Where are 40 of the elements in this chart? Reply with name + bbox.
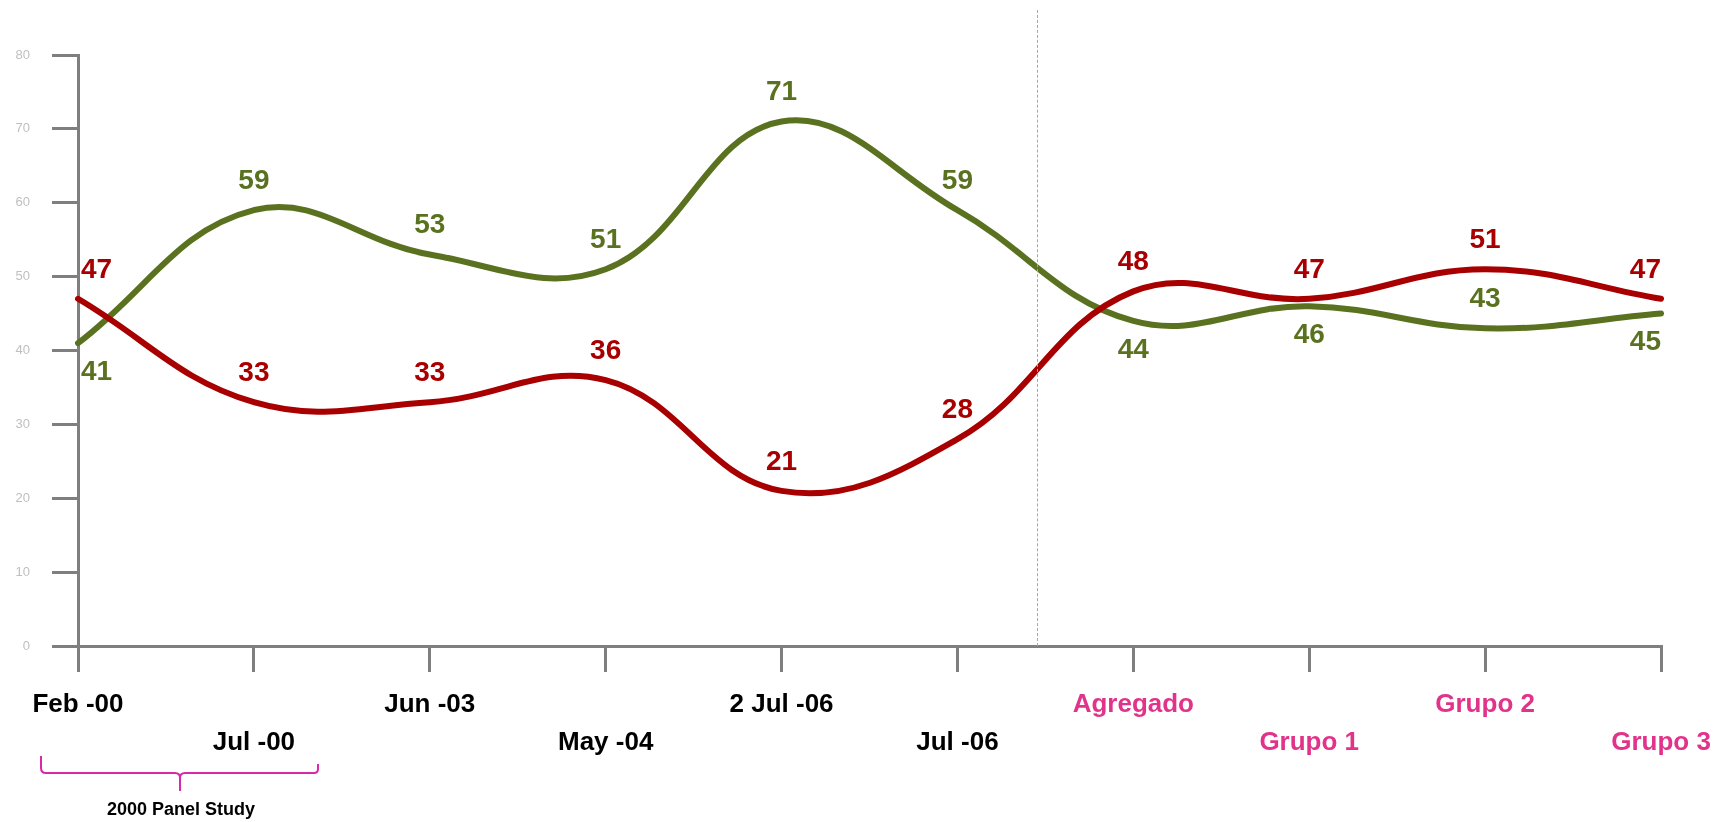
x-tick-label: Jul -00 — [212, 726, 296, 757]
x-tick-label: 2 Jul -06 — [729, 688, 834, 719]
y-tick-label: 50 — [15, 268, 30, 284]
data-label: 47 — [81, 252, 113, 284]
data-label: 43 — [1469, 282, 1501, 314]
text: 2000 Panel Study — [105, 799, 257, 819]
y-tick-label: 0 — [22, 637, 30, 653]
data-label: 47 — [1293, 252, 1325, 284]
y-tick-label: 80 — [15, 46, 30, 62]
data-label: 41 — [81, 354, 113, 386]
data-label: 51 — [590, 222, 622, 254]
x-tick-label: Jun -03 — [384, 688, 476, 719]
x-tick-label: Agregado — [1072, 688, 1195, 719]
data-label: 28 — [941, 392, 974, 424]
x-tick-label: Grupo 2 — [1435, 688, 1535, 719]
data-label: 44 — [1117, 332, 1150, 364]
y-tick-label: 60 — [15, 194, 30, 210]
x-tick-label: Jul -06 — [916, 726, 999, 757]
y-tick-label: 10 — [15, 563, 30, 579]
x-tick-label: Feb -00 — [32, 688, 124, 719]
y-tick-label: 20 — [15, 489, 30, 505]
data-label: 21 — [765, 444, 798, 476]
data-label: 53 — [414, 208, 446, 240]
data-label: 59 — [941, 163, 974, 195]
x-tick-label: Grupo 3 — [1611, 726, 1711, 757]
y-tick-label: 30 — [15, 415, 30, 431]
data-label: 45 — [1629, 325, 1661, 357]
y-tick-label: 40 — [15, 342, 30, 358]
y-tick-label: 70 — [15, 120, 30, 136]
data-label: 33 — [414, 355, 446, 387]
data-label: 47 — [1629, 252, 1661, 284]
data-label: 59 — [238, 163, 270, 195]
x-tick-label: May -04 — [557, 726, 654, 757]
data-label: 48 — [1117, 245, 1149, 277]
data-label: 46 — [1293, 317, 1325, 349]
data-label: 36 — [590, 333, 622, 365]
x-tick-label: Grupo 1 — [1259, 726, 1360, 757]
data-label: 51 — [1469, 222, 1501, 254]
data-label: 71 — [765, 75, 798, 107]
data-label: 33 — [238, 355, 270, 387]
